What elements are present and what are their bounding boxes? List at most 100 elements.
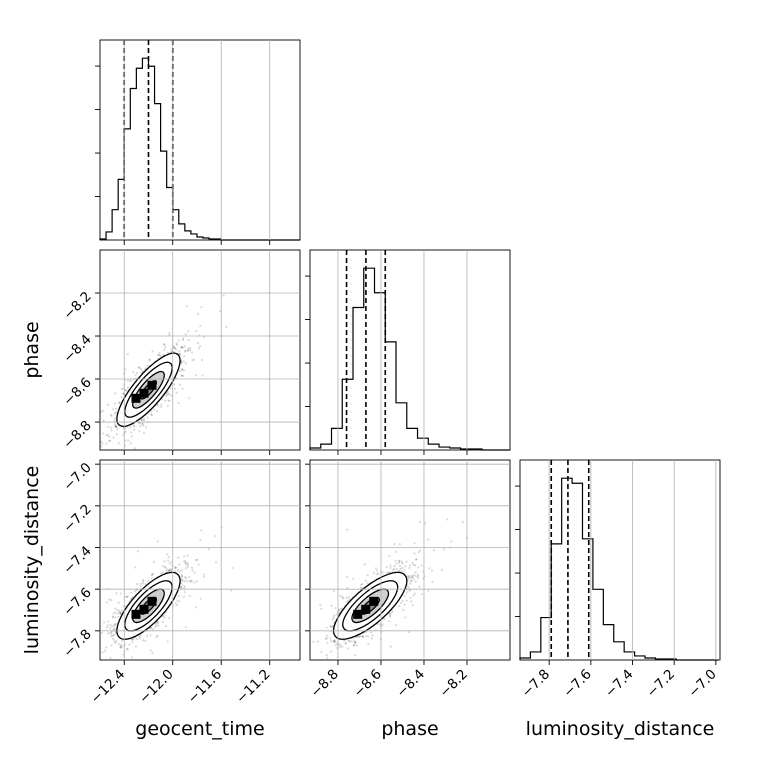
scatter-point [404, 565, 407, 568]
scatter-point [417, 551, 420, 554]
scatter-point [126, 386, 130, 389]
scatter-point [118, 611, 121, 614]
scatter-point [381, 571, 384, 574]
scatter-point [399, 601, 403, 605]
scatter-point [348, 640, 351, 643]
panel-frame [309, 459, 511, 661]
panel-frame [99, 39, 301, 241]
scatter-point [369, 631, 373, 634]
scatter-point [359, 634, 362, 637]
scatter-point [180, 346, 183, 349]
scatter-point [398, 569, 401, 572]
scatter-point [409, 582, 412, 585]
scatter-point [181, 579, 184, 582]
scatter-point [107, 632, 110, 635]
scatter-point [461, 520, 464, 524]
scatter-point [418, 585, 421, 588]
density-bin [147, 380, 157, 390]
scatter-point [420, 564, 423, 567]
scatter-point [182, 369, 186, 372]
scatter-point [150, 573, 154, 576]
scatter-point [341, 645, 344, 648]
scatter-point [402, 608, 405, 611]
scatter-point [389, 612, 392, 615]
scatter-point [184, 560, 187, 563]
scatter-point [150, 410, 153, 413]
scatter-point [155, 409, 159, 413]
scatter-point [142, 417, 146, 420]
scatter-point [166, 390, 169, 393]
scatter-point [191, 359, 194, 362]
scatter-point [158, 354, 161, 357]
scatter-point [109, 656, 112, 659]
scatter-point [149, 634, 152, 637]
panel-frame [99, 249, 301, 451]
scatter-point [184, 333, 187, 336]
scatter-point [344, 641, 348, 644]
scatter-point [388, 620, 391, 623]
scatter-point [168, 331, 171, 335]
scatter-point [405, 599, 408, 602]
y-axis-label-luminosity_distance: luminosity_distance [21, 466, 43, 655]
scatter-point [182, 595, 186, 598]
scatter-point [193, 571, 196, 574]
scatter-point [138, 366, 141, 370]
scatter-point [319, 603, 322, 607]
scatter-point [100, 410, 103, 414]
scatter-point [108, 439, 111, 442]
scatter-point [129, 379, 132, 382]
scatter-point [413, 574, 417, 577]
scatter-point [148, 359, 151, 362]
scatter-point [316, 640, 320, 643]
scatter-point [333, 639, 336, 643]
scatter-point [353, 641, 356, 644]
scatter-point [149, 649, 152, 652]
scatter-point [173, 347, 176, 350]
scatter-point [428, 567, 431, 570]
scatter-point [346, 586, 349, 590]
scatter-point [116, 608, 119, 611]
scatter-point [110, 429, 113, 432]
scatter-point [163, 399, 167, 402]
x-tick-label: −11.2 [233, 666, 274, 707]
scatter-point [186, 562, 190, 565]
scatter-point [202, 335, 205, 339]
scatter-point [109, 413, 113, 416]
scatter-point [330, 604, 333, 607]
scatter-point [167, 559, 170, 562]
scatter-point [127, 439, 130, 442]
scatter-point [152, 572, 155, 575]
scatter-point [334, 643, 338, 647]
scatter-point [120, 388, 123, 391]
scatter-point [408, 564, 412, 567]
scatter-point [388, 612, 391, 615]
scatter-point [403, 594, 406, 597]
scatter-point [163, 343, 166, 346]
scatter-point [190, 566, 194, 569]
scatter-point [150, 577, 153, 580]
scatter-point [370, 637, 374, 640]
scatter-point [134, 373, 137, 377]
scatter-point [168, 399, 171, 402]
scatter-point [134, 566, 137, 569]
scatter-point [388, 571, 391, 574]
scatter-point [374, 567, 378, 570]
scatter-point [164, 624, 168, 628]
scatter-point [375, 569, 378, 572]
density-core [353, 596, 379, 619]
x-tick-label: −8.6 [350, 666, 384, 700]
scatter-point [218, 310, 222, 313]
scatter-point [182, 337, 185, 340]
scatter-point [141, 370, 144, 373]
grid-lines [548, 460, 717, 660]
scatter-point [183, 560, 186, 563]
scatter-point [178, 600, 181, 603]
scatter-point [110, 625, 113, 628]
scatter-point [424, 522, 427, 525]
scatter-point [124, 595, 128, 598]
scatter-point [130, 656, 133, 659]
scatter-point [180, 361, 183, 364]
scatter-point [173, 383, 176, 386]
scatter-point [398, 559, 401, 562]
